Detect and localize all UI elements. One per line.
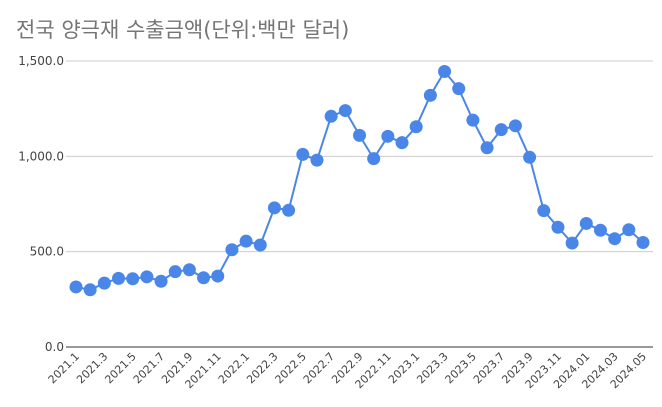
data-point bbox=[310, 153, 324, 167]
data-point bbox=[225, 243, 239, 257]
data-point bbox=[83, 283, 97, 297]
data-point bbox=[579, 216, 593, 230]
data-point bbox=[338, 104, 352, 118]
x-axis-ticks: 2021.12021.32021.52021.72021.92021.11202… bbox=[46, 350, 649, 391]
y-tick-label: 1,000.0 bbox=[18, 149, 64, 163]
data-point bbox=[452, 82, 466, 96]
data-point bbox=[197, 271, 211, 285]
data-point bbox=[466, 113, 480, 127]
data-point bbox=[593, 223, 607, 237]
data-point bbox=[211, 269, 225, 283]
data-point bbox=[182, 263, 196, 277]
data-point bbox=[126, 272, 140, 286]
data-point bbox=[267, 201, 281, 215]
data-point bbox=[381, 129, 395, 143]
data-point bbox=[154, 274, 168, 288]
data-point bbox=[565, 236, 579, 250]
data-points bbox=[69, 64, 650, 297]
data-point bbox=[508, 119, 522, 133]
data-point bbox=[282, 203, 296, 217]
data-point bbox=[480, 141, 494, 155]
data-point bbox=[608, 232, 622, 246]
chart-title: 전국 양극재 수출금액(단위:백만 달러) bbox=[16, 18, 350, 42]
data-point bbox=[324, 109, 338, 123]
y-tick-label: 1,500.0 bbox=[18, 54, 64, 68]
y-tick-label: 0.0 bbox=[45, 340, 64, 354]
data-point bbox=[69, 280, 83, 294]
data-point bbox=[395, 136, 409, 150]
data-point bbox=[97, 276, 111, 290]
gridlines bbox=[66, 60, 653, 348]
data-point bbox=[622, 223, 636, 237]
data-point bbox=[438, 64, 452, 78]
data-point bbox=[367, 152, 381, 166]
data-point bbox=[636, 236, 650, 250]
y-tick-label: 500.0 bbox=[30, 245, 64, 259]
data-point bbox=[353, 128, 366, 142]
data-point bbox=[423, 88, 437, 102]
y-axis-ticks: 0.0 500.0 1,000.0 1,500.0 bbox=[18, 54, 64, 354]
data-point bbox=[239, 234, 253, 248]
data-point bbox=[537, 204, 551, 218]
data-point bbox=[409, 120, 423, 134]
data-point bbox=[140, 270, 154, 284]
data-point bbox=[253, 238, 267, 252]
data-point bbox=[296, 147, 310, 161]
data-point bbox=[112, 271, 126, 285]
data-point bbox=[168, 265, 182, 279]
series-line bbox=[75, 69, 644, 291]
data-point bbox=[494, 123, 508, 137]
data-point bbox=[523, 150, 537, 164]
data-point bbox=[551, 220, 565, 234]
